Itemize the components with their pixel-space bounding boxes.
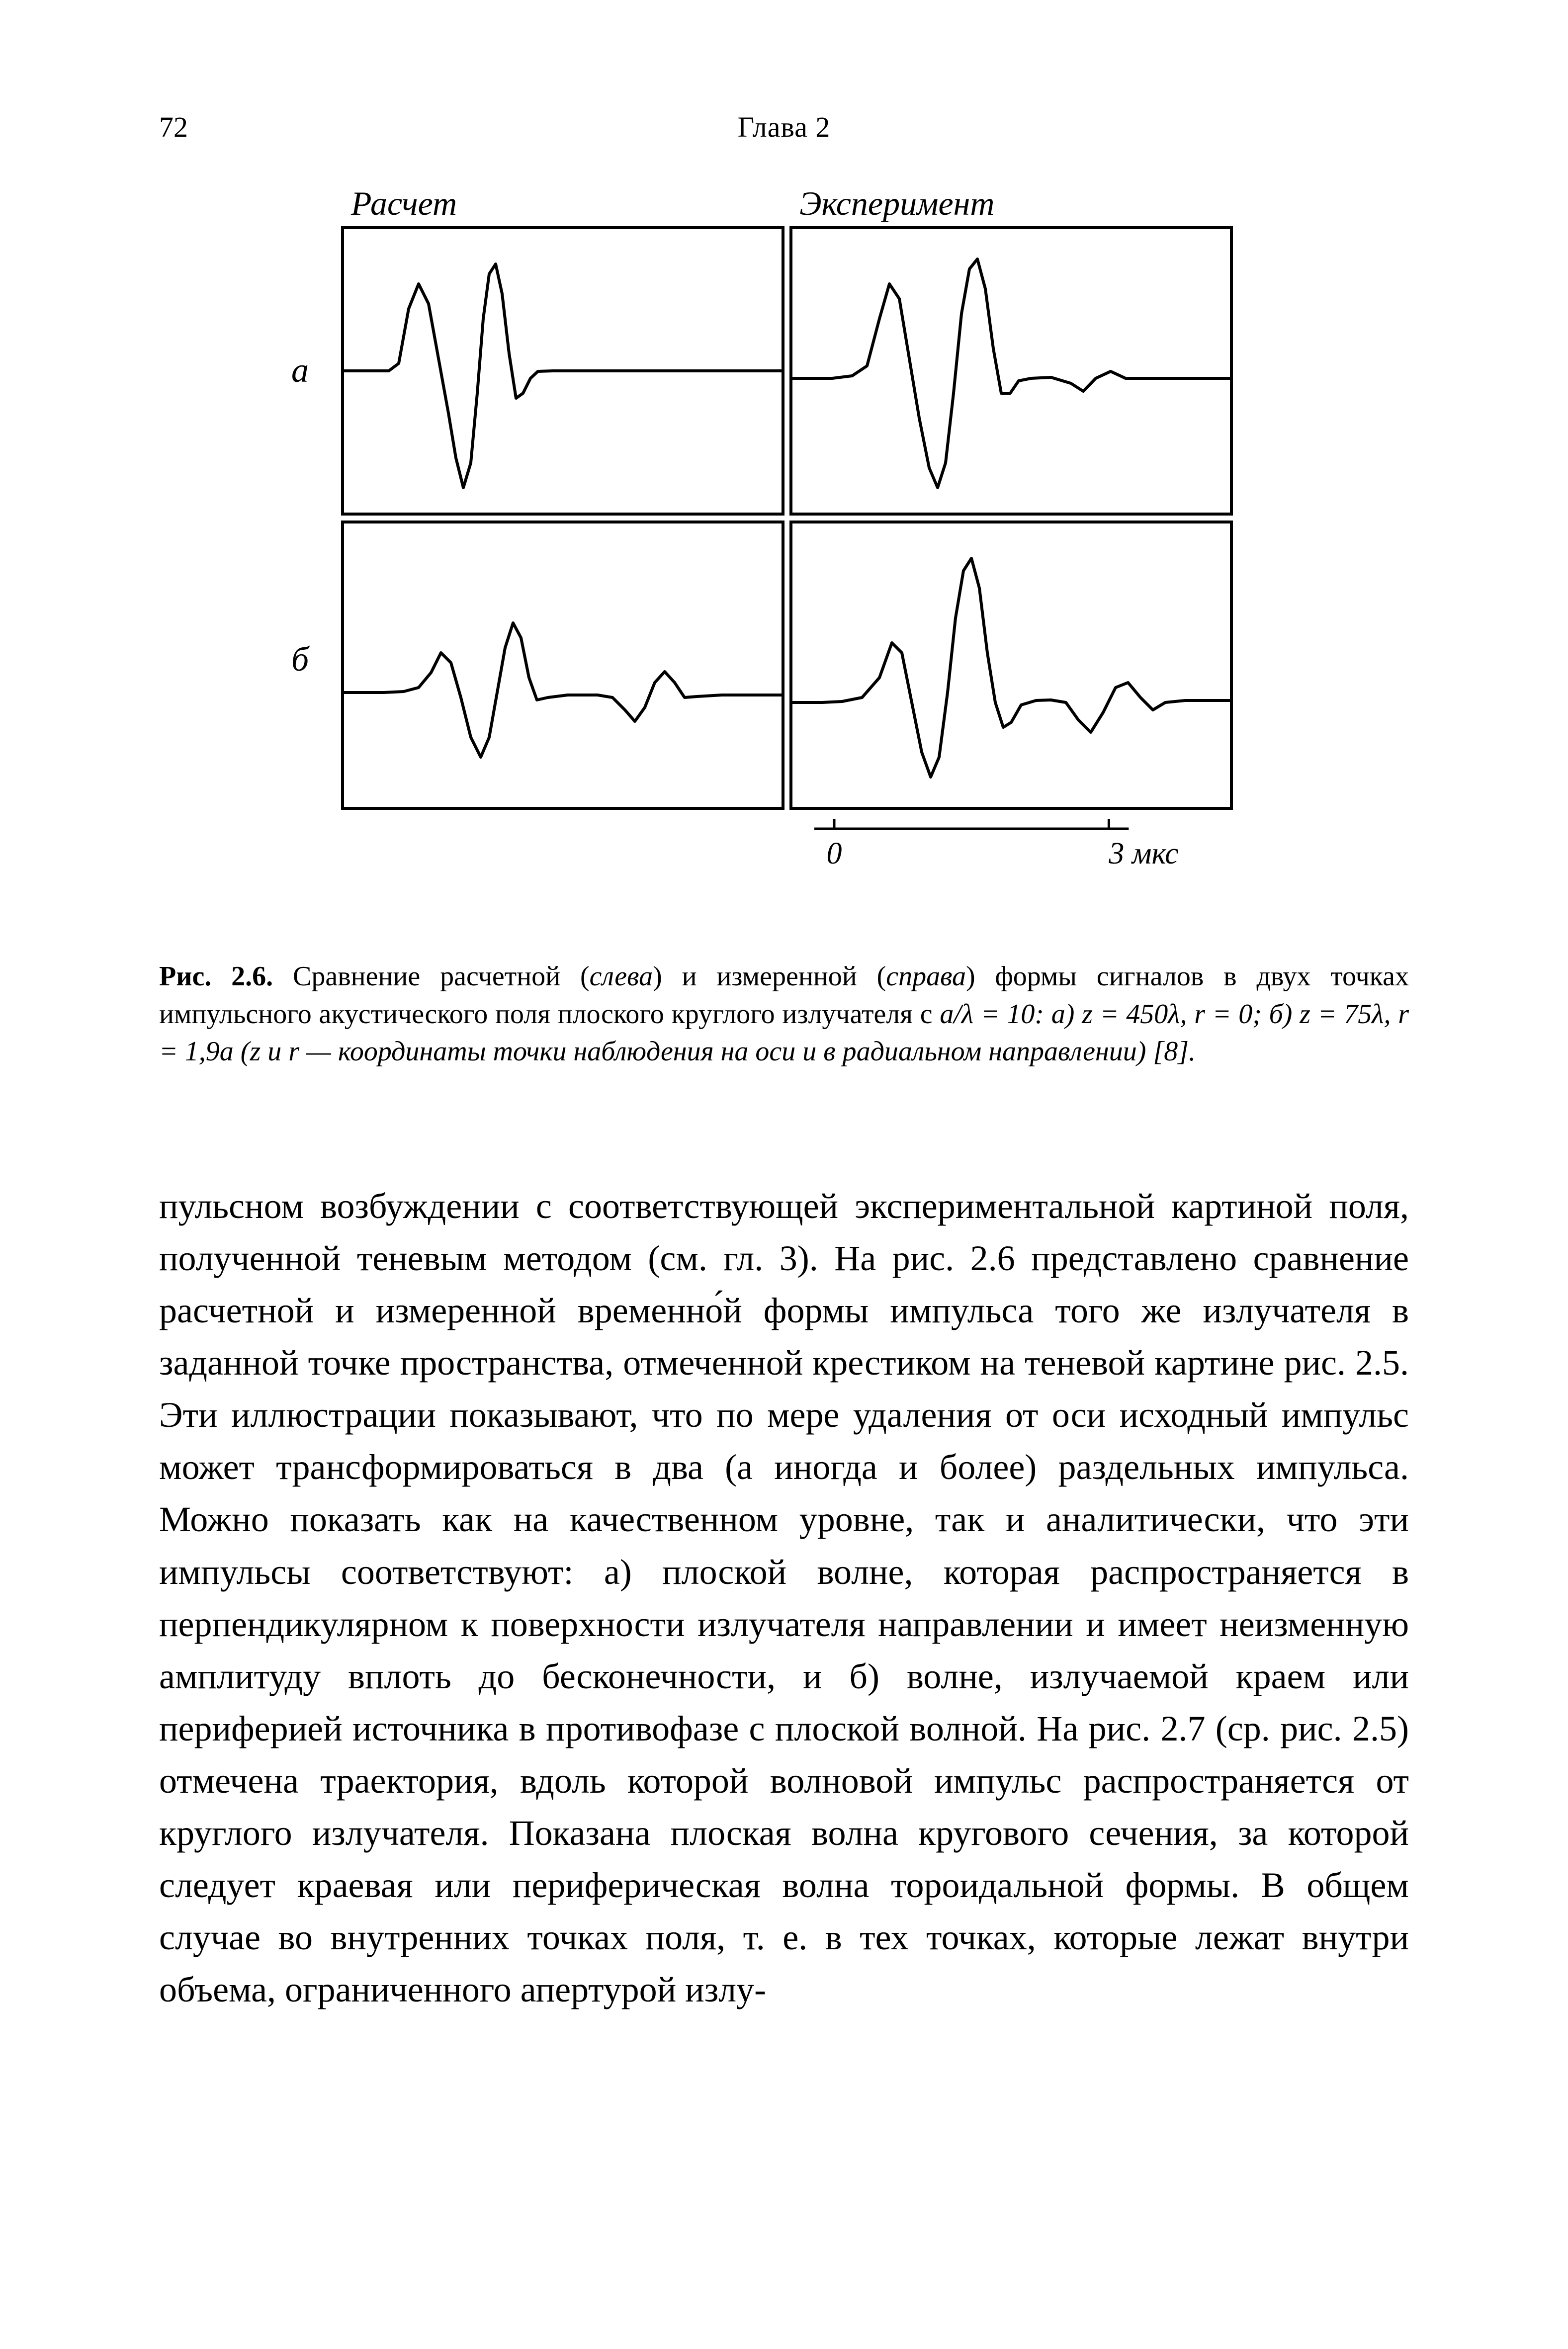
waveform-b-calc	[344, 523, 782, 807]
x-axis: 0 3 мкс	[341, 819, 1227, 878]
panel-b-calc	[341, 521, 784, 810]
row-label-b: б	[291, 515, 309, 804]
caption-t2: ) и измеренной (	[653, 961, 886, 992]
waveform-a-exp	[792, 229, 1230, 513]
figure-2-6: Расчет Эксперимент а б 0 3 мкс Рис. 2.6. …	[159, 184, 1409, 1071]
caption-i-left: слева	[590, 961, 653, 992]
waveform-a-calc	[344, 229, 782, 513]
figure-caption: Рис. 2.6. Сравнение расчетной (слева) и …	[159, 958, 1409, 1071]
running-head: Глава 2	[0, 110, 1568, 144]
waveform-b-exp	[792, 523, 1230, 807]
svg-text:0: 0	[827, 837, 842, 870]
panel-b-exp	[789, 521, 1233, 810]
panel-grid	[341, 226, 1227, 804]
x-axis-svg: 0 3 мкс	[341, 819, 1227, 878]
column-titles: Расчет Эксперимент	[341, 184, 1227, 226]
caption-expr2: z = 450λ, r = 0;	[1082, 999, 1269, 1030]
caption-lead: Рис. 2.6.	[159, 961, 273, 992]
caption-i-right: справа	[886, 961, 966, 992]
figure-panels-wrap: Расчет Эксперимент а б 03 мкс	[341, 184, 1227, 878]
row-labels: а б	[291, 226, 309, 804]
caption-lb: б)	[1269, 999, 1300, 1030]
caption-expr1: a/λ = 10:	[940, 999, 1051, 1030]
caption-t1: Сравнение расчетной (	[273, 961, 589, 992]
page: 72 Глава 2 Расчет Эксперимент а б 03 мкс	[0, 0, 1568, 2349]
panel-a-calc	[341, 226, 784, 516]
col-title-right: Эксперимент	[789, 184, 1227, 226]
panel-a-exp	[789, 226, 1233, 516]
row-label-a: а	[291, 226, 309, 515]
col-title-left: Расчет	[341, 184, 779, 226]
body-paragraph: пульсном возбуждении с соответствующей э…	[159, 1180, 1409, 2016]
svg-text:3 мкс: 3 мкс	[1108, 837, 1178, 870]
caption-la: а)	[1051, 999, 1082, 1030]
